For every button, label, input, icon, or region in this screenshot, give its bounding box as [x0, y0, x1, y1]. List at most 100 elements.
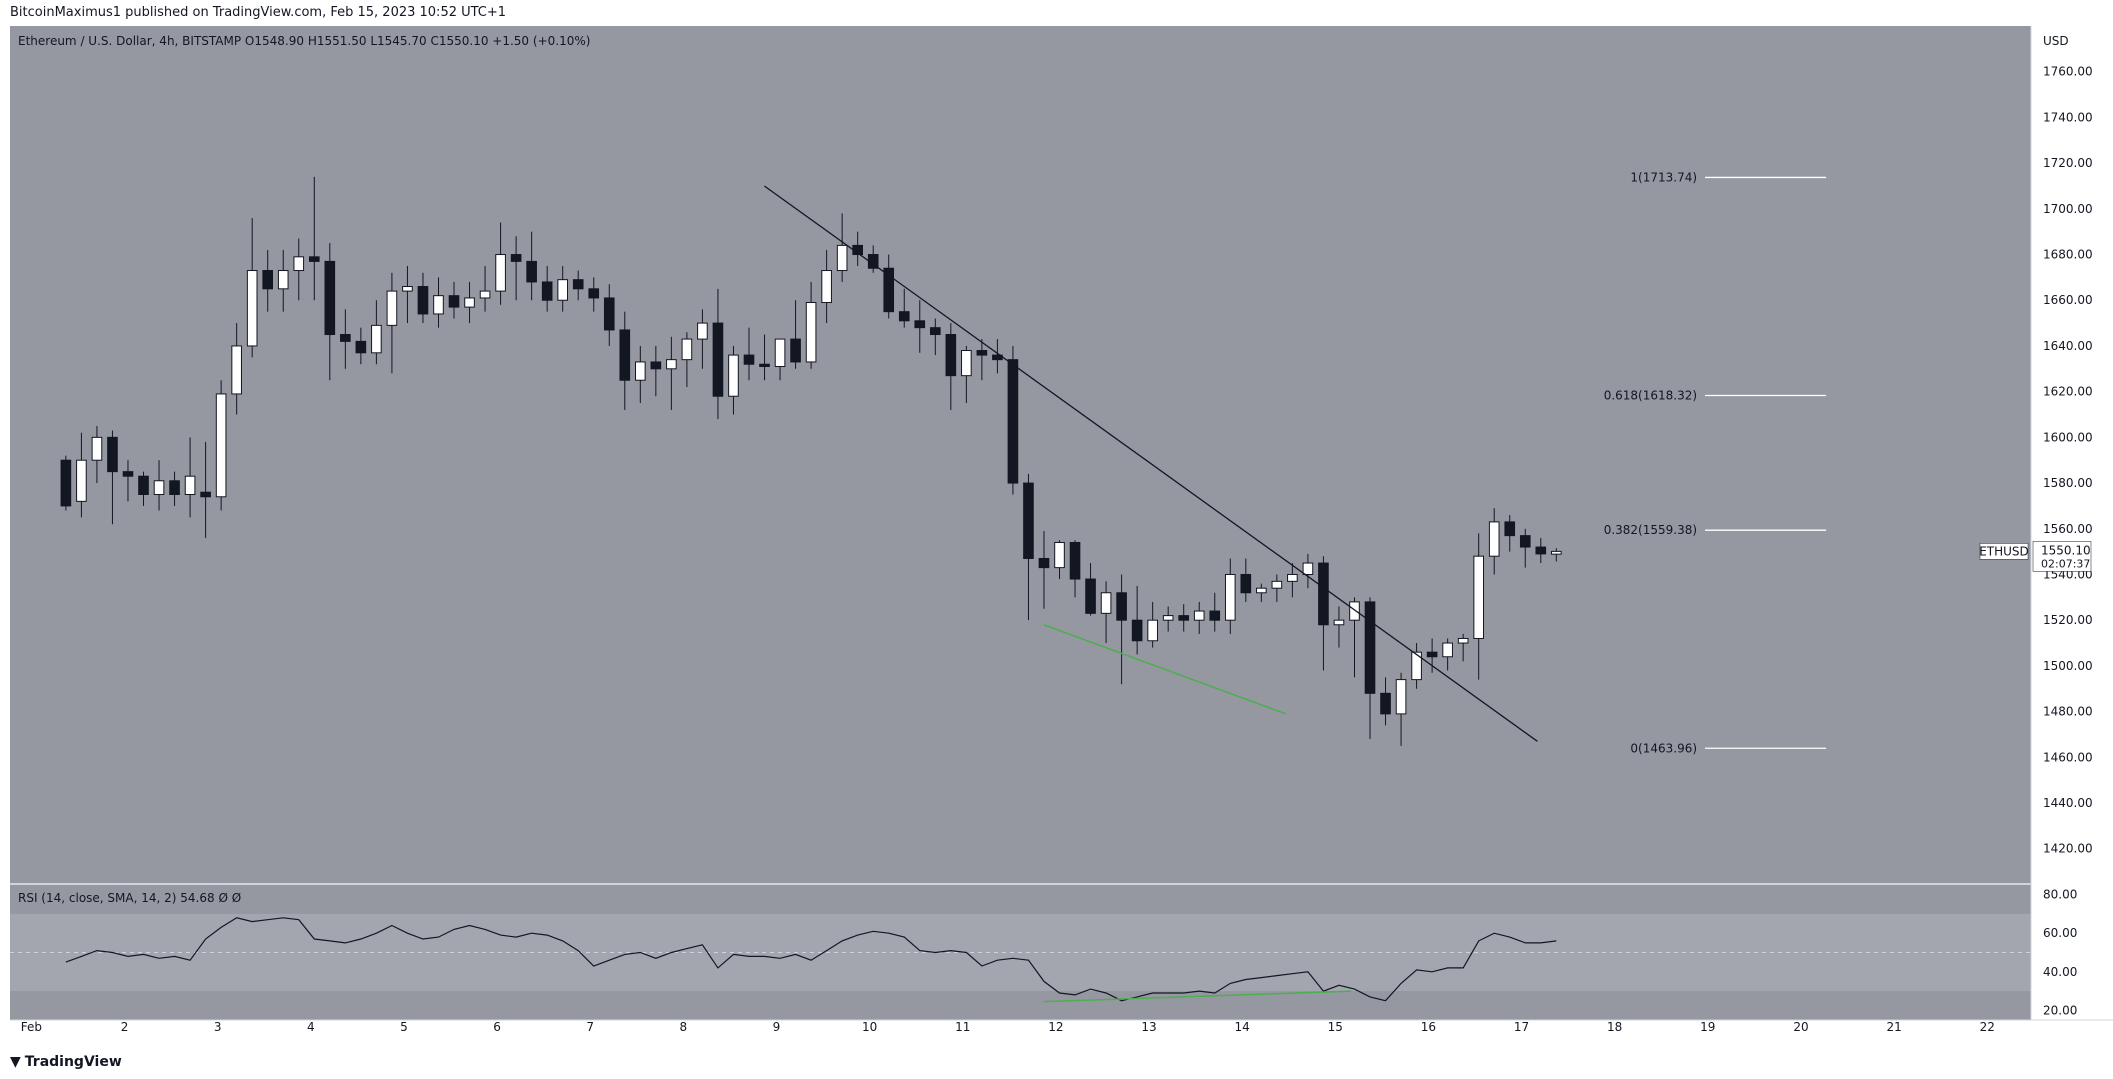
rsi-legend: RSI (14, close, SMA, 14, 2) 54.68 Ø Ø — [18, 891, 241, 905]
candle-body — [246, 270, 258, 347]
time-tick-label: 10 — [862, 1020, 877, 1034]
candle-body — [1271, 580, 1283, 589]
change-value: +1.50 (+0.10%) — [492, 34, 591, 48]
rsi-line — [65, 917, 1557, 1002]
price-tick-label: 1740.00 — [2043, 110, 2093, 124]
candle-body — [526, 260, 537, 283]
price-tick-label: 1520.00 — [2043, 613, 2093, 627]
candle-body — [1209, 610, 1221, 621]
candle-body — [1364, 601, 1376, 694]
candle-body — [572, 279, 584, 290]
candle-body — [262, 270, 274, 290]
candle-body — [1100, 592, 1112, 614]
candle-body — [340, 334, 351, 342]
candle-body — [1193, 610, 1205, 621]
candle-body — [122, 471, 134, 477]
time-tick-label: 12 — [1048, 1020, 1063, 1034]
time-tick-label: 18 — [1607, 1020, 1622, 1034]
time-tick-label: 11 — [955, 1020, 970, 1034]
candle-body — [681, 338, 693, 361]
candle-body — [712, 322, 724, 397]
candle-body — [1411, 651, 1422, 681]
price-tick-label: 1560.00 — [2043, 522, 2093, 536]
candle-body — [308, 256, 320, 262]
ticker-tag — [1979, 543, 2029, 560]
candle-body — [1380, 692, 1391, 715]
candle-body — [588, 288, 600, 299]
candle-body — [603, 297, 615, 331]
fib-level-label: 0.618(1618.32) — [1604, 388, 1697, 402]
candle-body — [898, 311, 910, 322]
candle-body — [433, 295, 444, 315]
time-tick-label: 2 — [121, 1020, 129, 1034]
candle-body — [976, 350, 988, 356]
candle-body — [1504, 521, 1516, 537]
rsi-extra-2: Ø — [231, 891, 242, 905]
footer: ▼ TradingView — [0, 1044, 2113, 1079]
candle-body — [60, 459, 72, 507]
candle-body — [1287, 573, 1298, 582]
candle-body — [1519, 535, 1531, 548]
fib-level-label: 1(1713.74) — [1630, 170, 1697, 184]
candle-body — [1535, 546, 1547, 555]
candle-body — [479, 290, 491, 299]
descending-trendline[interactable] — [764, 185, 1538, 742]
candle-body — [417, 286, 429, 315]
price-tick-label: 1700.00 — [2043, 202, 2093, 216]
candle-body — [76, 459, 87, 502]
time-tick-label: 9 — [773, 1020, 781, 1034]
price-tick-label: 1420.00 — [2043, 842, 2093, 856]
candle-body — [1240, 573, 1252, 594]
time-tick-label: 5 — [400, 1020, 408, 1034]
candle-body — [91, 436, 103, 461]
candle-body — [510, 254, 522, 262]
candle-body — [1069, 541, 1081, 580]
candle-body — [805, 302, 817, 363]
high-value: 1551.50 — [316, 34, 367, 48]
price-tick-label: 1620.00 — [2043, 385, 2093, 399]
time-tick-label: 6 — [493, 1020, 501, 1034]
candle-body — [1302, 562, 1314, 575]
candle-body — [495, 254, 506, 292]
candle-body — [929, 327, 941, 336]
candle-body — [1551, 550, 1562, 555]
candle-body — [1116, 592, 1127, 621]
brand-label: TradingView — [24, 1054, 122, 1070]
candle-body — [1333, 619, 1345, 626]
tradingview-logo[interactable]: ▼ TradingView — [10, 1054, 122, 1070]
currency-label: USD — [2043, 34, 2069, 48]
time-tick-label: 8 — [680, 1020, 688, 1034]
rsi-tick-label: 60.00 — [2043, 926, 2077, 940]
candle-body — [759, 363, 770, 368]
fib-level-label: 0(1463.96) — [1630, 741, 1697, 755]
price-divergence-line[interactable] — [1043, 624, 1287, 715]
rsi-tick-label: 40.00 — [2043, 965, 2077, 979]
candle-body — [1178, 615, 1190, 621]
rsi-divergence-line[interactable] — [1043, 990, 1352, 1003]
rsi-value: 54.68 — [180, 891, 215, 905]
candle-body — [1473, 555, 1485, 639]
publisher-header: BitcoinMaximus1 published on TradingView… — [0, 0, 2113, 26]
candle-body — [1023, 482, 1034, 559]
candle-body — [635, 361, 646, 381]
time-tick-label: 16 — [1421, 1020, 1436, 1034]
candle-body — [1054, 541, 1065, 569]
price-tick-label: 1640.00 — [2043, 339, 2093, 353]
price-tick-label: 1480.00 — [2043, 705, 2093, 719]
candle-body — [138, 475, 149, 495]
close-label: C — [430, 34, 439, 48]
close-value: 1550.10 — [438, 34, 489, 48]
candle-body — [293, 256, 305, 272]
price-tick-label: 1680.00 — [2043, 248, 2093, 262]
rsi-tick-label: 80.00 — [2043, 888, 2077, 902]
last-price-label: 1550.10 — [2041, 543, 2091, 557]
candle-body — [169, 480, 180, 495]
time-tick-label: 22 — [1980, 1020, 1995, 1034]
candle-body — [1395, 679, 1407, 715]
rsi-tick-label: 20.00 — [2043, 1003, 2077, 1017]
candle-body — [883, 267, 895, 313]
chart-area[interactable]: USD1420.001440.001460.001480.001500.0015… — [0, 26, 2113, 1044]
candle-body — [1457, 637, 1469, 644]
time-tick-label: 14 — [1235, 1020, 1250, 1034]
candle-body — [402, 286, 413, 292]
